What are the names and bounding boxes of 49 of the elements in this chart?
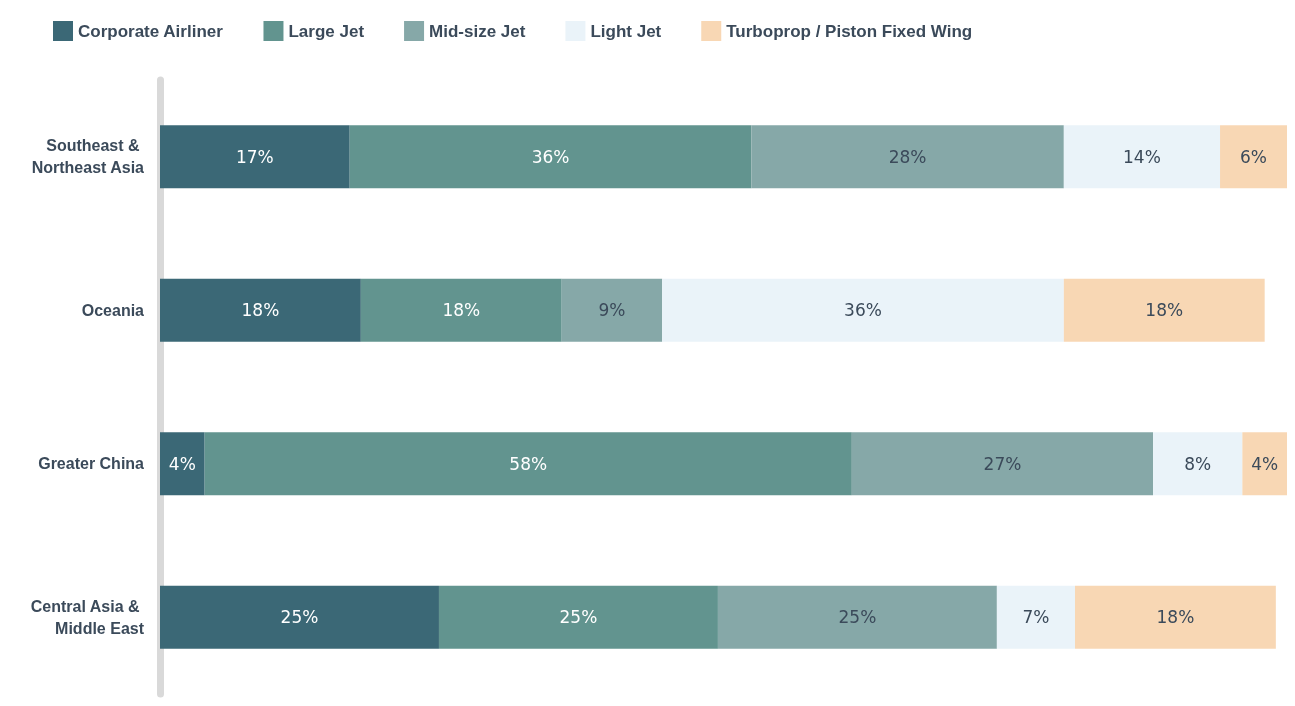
bar bbox=[662, 278, 1064, 342]
bar bbox=[561, 278, 663, 342]
bar bbox=[438, 585, 718, 649]
data-label: 7% bbox=[1022, 607, 1050, 628]
data-label: 25% bbox=[838, 607, 877, 628]
data-label: 4% bbox=[168, 453, 196, 474]
data-label: 36% bbox=[844, 300, 882, 321]
legend-label: Light Jet bbox=[590, 21, 662, 41]
data-label: 36% bbox=[531, 146, 570, 167]
bar bbox=[1074, 585, 1276, 649]
bar bbox=[1220, 125, 1287, 189]
bar bbox=[1063, 278, 1265, 342]
y-tick-label: Greater China bbox=[38, 455, 145, 473]
data-label: 58% bbox=[509, 453, 548, 474]
legend-label: Mid-size Jet bbox=[429, 21, 526, 41]
data-label: 6% bbox=[1240, 146, 1268, 167]
data-label: 27% bbox=[983, 453, 1022, 474]
bar bbox=[996, 585, 1075, 649]
bar bbox=[360, 278, 562, 342]
data-label: 4% bbox=[1251, 453, 1279, 474]
legend-label: Corporate Airliner bbox=[78, 21, 224, 41]
data-label: 18% bbox=[241, 300, 280, 321]
legend-label: Turboprop / Piston Fixed Wing bbox=[726, 21, 973, 41]
data-label: 28% bbox=[888, 146, 927, 167]
bar bbox=[717, 585, 997, 649]
data-label: 14% bbox=[1123, 146, 1161, 167]
bar bbox=[160, 585, 439, 649]
data-label: 9% bbox=[598, 300, 626, 321]
data-label: 8% bbox=[1184, 453, 1212, 474]
data-label: 25% bbox=[280, 607, 319, 628]
bar bbox=[751, 125, 1064, 189]
data-label: 18% bbox=[1145, 300, 1184, 321]
y-tick-label: Oceania bbox=[81, 301, 145, 319]
bar bbox=[160, 432, 205, 496]
data-label: 17% bbox=[235, 146, 274, 167]
y-tick-label: Southeast & Northeast Asia bbox=[31, 137, 145, 177]
bar bbox=[1242, 432, 1287, 496]
data-label: 18% bbox=[442, 300, 481, 321]
data-label: 25% bbox=[559, 607, 598, 628]
bar bbox=[204, 432, 852, 496]
bar bbox=[1153, 432, 1243, 496]
data-label: 18% bbox=[1156, 607, 1195, 628]
y-tick-label: Central Asia & Middle East bbox=[30, 597, 145, 637]
bar bbox=[160, 125, 350, 189]
bar bbox=[349, 125, 752, 189]
bar bbox=[160, 278, 361, 342]
bar bbox=[1063, 125, 1221, 189]
legend-label: Large Jet bbox=[288, 21, 365, 41]
bar bbox=[851, 432, 1154, 496]
